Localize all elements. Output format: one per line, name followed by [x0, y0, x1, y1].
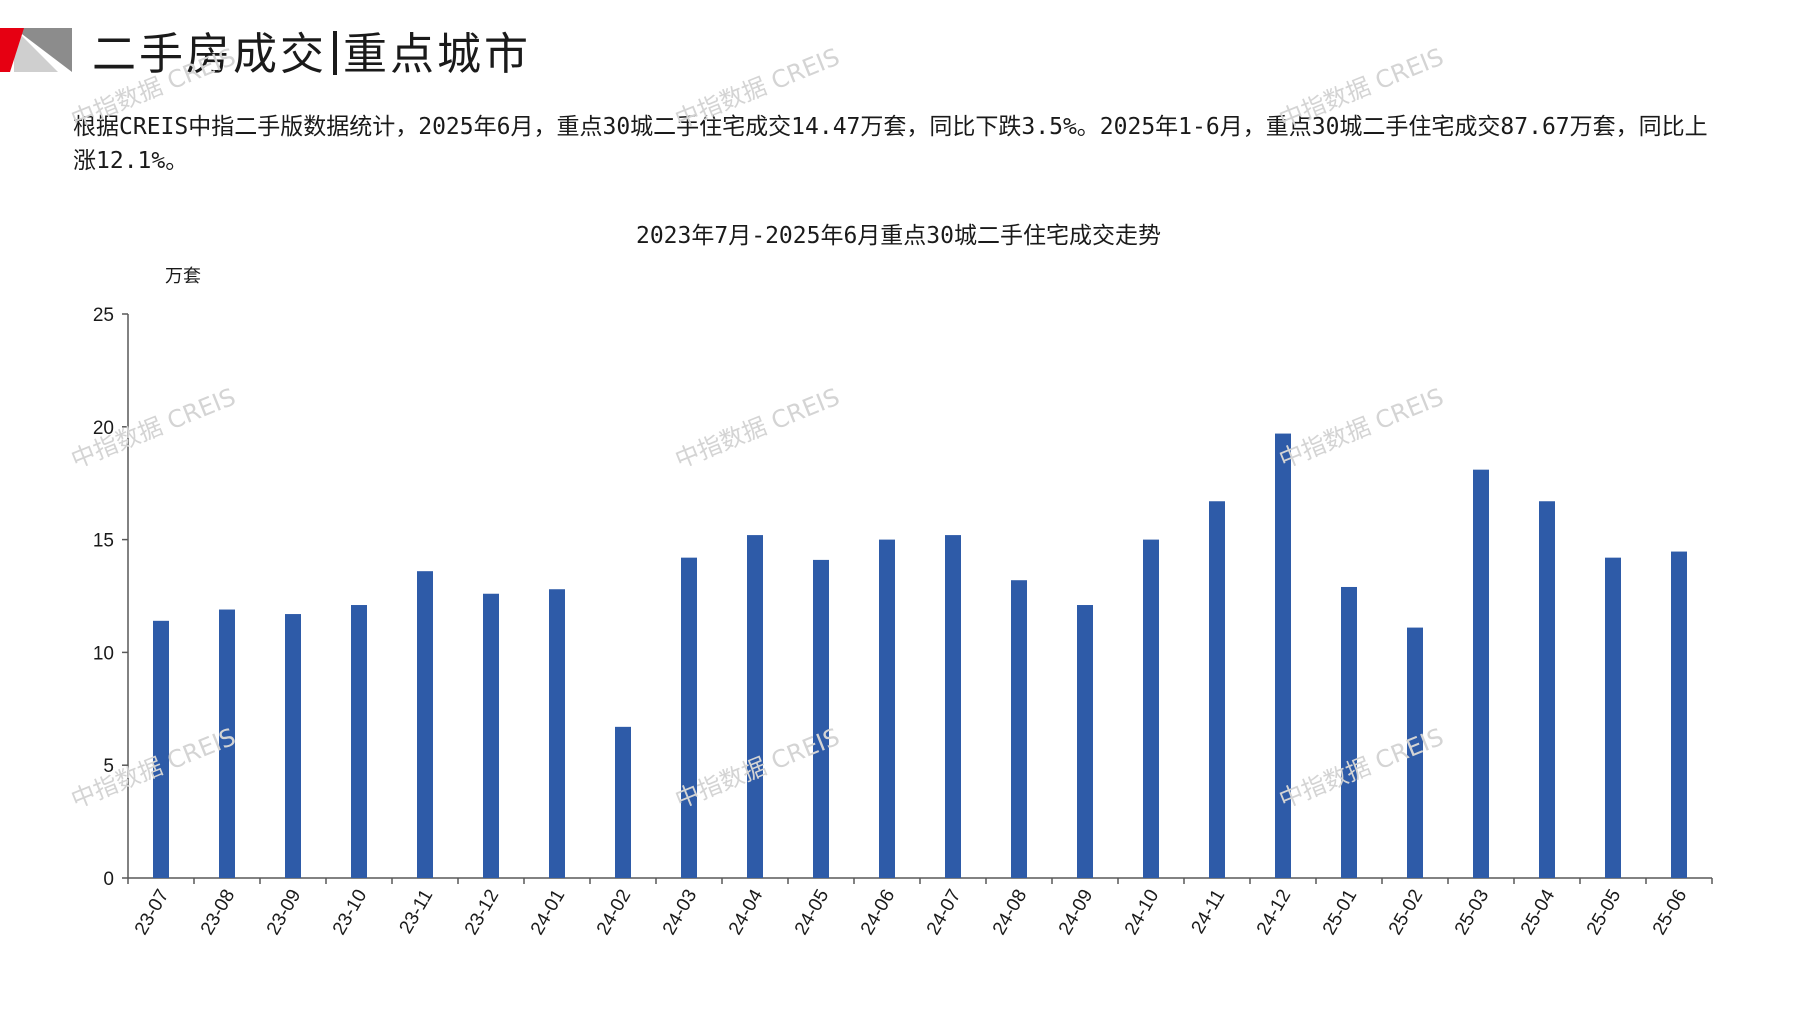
x-tick-label: 25-06	[1649, 886, 1691, 939]
y-tick-label: 10	[93, 643, 114, 664]
bar-23-10	[351, 605, 367, 878]
x-tick-label: 23-08	[197, 886, 239, 939]
bar-24-03	[681, 557, 697, 878]
x-tick-label: 25-02	[1385, 886, 1427, 939]
x-tick-label: 24-06	[857, 886, 899, 939]
x-tick-label: 23-09	[263, 886, 305, 939]
title-divider	[333, 31, 337, 75]
bar-25-04	[1539, 501, 1555, 878]
x-tick-label: 25-05	[1583, 886, 1625, 939]
x-tick-label: 24-07	[923, 886, 965, 939]
bar-24-11	[1209, 501, 1225, 878]
x-tick-label: 23-11	[396, 886, 438, 937]
summary-text: 根据CREIS中指二手版数据统计，2025年6月，重点30城二手住宅成交14.4…	[73, 114, 1708, 174]
x-tick-label: 24-11	[1188, 886, 1230, 937]
x-tick-label: 24-01	[527, 886, 569, 939]
x-tick-label: 23-12	[461, 886, 503, 939]
page-title: 二手房成交 重点城市	[92, 18, 531, 82]
bar-23-07	[153, 620, 169, 878]
x-tick-label: 24-10	[1121, 886, 1163, 939]
bar-25-03	[1473, 469, 1489, 878]
y-tick-label: 0	[103, 869, 114, 890]
bar-24-04	[747, 535, 763, 878]
bar-25-01	[1341, 586, 1357, 878]
y-tick-label: 25	[93, 305, 114, 326]
x-tick-label: 24-05	[791, 886, 833, 939]
bar-24-09	[1077, 605, 1093, 878]
bar-24-01	[549, 589, 565, 878]
x-tick-label: 24-03	[659, 886, 701, 939]
y-tick-label: 5	[103, 756, 114, 777]
x-tick-label: 24-09	[1055, 886, 1097, 939]
bar-23-11	[417, 571, 433, 878]
bar-24-05	[813, 559, 829, 878]
bar-25-05	[1605, 557, 1621, 878]
bar-24-07	[945, 535, 961, 878]
page-title-sub: 重点城市	[343, 29, 531, 80]
bar-23-12	[483, 593, 499, 878]
x-tick-label: 24-04	[725, 886, 768, 939]
bar-24-08	[1011, 580, 1027, 878]
bar-25-06	[1671, 551, 1687, 878]
x-tick-label: 23-10	[329, 886, 371, 939]
x-tick-label: 24-12	[1253, 886, 1295, 939]
bar-24-12	[1275, 433, 1291, 878]
x-tick-label: 25-01	[1319, 886, 1361, 939]
y-tick-label: 15	[93, 531, 114, 552]
x-tick-label: 24-08	[989, 886, 1031, 939]
brand-logo-icon	[0, 28, 72, 72]
chart-title: 2023年7月-2025年6月重点30城二手住宅成交走势	[635, 223, 1161, 249]
bar-23-09	[285, 614, 301, 878]
bar-24-06	[879, 539, 895, 878]
x-tick-label: 23-07	[131, 886, 173, 939]
y-axis-unit-label: 万套	[165, 266, 201, 287]
bar-25-02	[1407, 627, 1423, 878]
page-title-main: 二手房成交	[92, 29, 327, 80]
bar-24-02	[615, 726, 631, 878]
x-tick-label: 25-03	[1451, 886, 1493, 939]
x-tick-label: 25-04	[1517, 886, 1560, 939]
bar-23-08	[219, 609, 235, 878]
y-tick-label: 20	[93, 418, 114, 439]
bar-24-10	[1143, 539, 1159, 878]
x-tick-label: 24-02	[593, 886, 635, 939]
